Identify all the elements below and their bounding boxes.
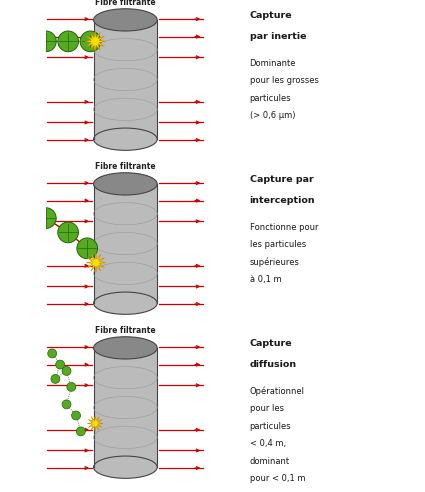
Ellipse shape [94, 456, 157, 478]
Text: par inertie: par inertie [249, 32, 306, 41]
Bar [94, 348, 157, 467]
Bar [94, 20, 157, 139]
Ellipse shape [94, 173, 157, 195]
Circle shape [76, 427, 85, 436]
Text: Fonctionne pour: Fonctionne pour [249, 223, 318, 232]
Text: Capture par: Capture par [249, 175, 313, 184]
Polygon shape [87, 415, 103, 431]
Text: (> 0,6 µm): (> 0,6 µm) [249, 111, 295, 121]
Circle shape [80, 31, 101, 52]
Text: dominant: dominant [249, 457, 290, 466]
Circle shape [58, 31, 79, 52]
Circle shape [36, 208, 56, 228]
Text: < 0,4 m,: < 0,4 m, [249, 439, 286, 448]
Text: pour les grosses: pour les grosses [249, 76, 318, 85]
Text: interception: interception [249, 196, 315, 205]
Text: supérieures: supérieures [249, 258, 300, 267]
Ellipse shape [94, 128, 157, 151]
Text: Fibre filtrante: Fibre filtrante [95, 0, 156, 7]
Circle shape [36, 31, 56, 52]
Circle shape [62, 367, 71, 375]
Text: pour < 0,1 m: pour < 0,1 m [249, 474, 305, 483]
Ellipse shape [94, 9, 157, 31]
Text: diffusion: diffusion [249, 360, 297, 369]
Circle shape [56, 360, 65, 369]
Circle shape [67, 382, 76, 391]
Text: Opérationnel: Opérationnel [249, 387, 305, 397]
Ellipse shape [94, 292, 157, 314]
Circle shape [58, 222, 79, 243]
Text: Fibre filtrante: Fibre filtrante [95, 326, 156, 335]
Circle shape [77, 238, 97, 259]
Text: Fibre filtrante: Fibre filtrante [95, 162, 156, 171]
Text: Capture: Capture [249, 339, 292, 348]
Circle shape [48, 349, 57, 358]
Text: Dominante: Dominante [249, 59, 296, 68]
Circle shape [51, 374, 60, 383]
Ellipse shape [94, 337, 157, 359]
Text: particules: particules [249, 94, 291, 103]
Text: à 0,1 m: à 0,1 m [249, 276, 281, 284]
Circle shape [62, 400, 71, 409]
Circle shape [71, 411, 80, 420]
Text: Capture: Capture [249, 11, 292, 20]
Text: les particules: les particules [249, 241, 306, 249]
Text: pour les: pour les [249, 404, 283, 413]
Text: particules: particules [249, 422, 291, 431]
Polygon shape [85, 31, 105, 52]
Polygon shape [86, 253, 106, 273]
Bar [94, 184, 157, 303]
